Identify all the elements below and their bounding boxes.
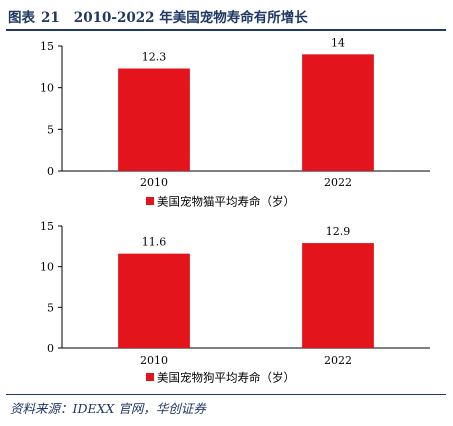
- legend-swatch: [146, 197, 154, 205]
- figure-label: 图表: [8, 10, 35, 26]
- bar: [302, 243, 374, 348]
- bar: [118, 68, 190, 171]
- y-tick-label: 5: [47, 301, 54, 314]
- x-tick-label: 2010: [140, 176, 168, 189]
- legend-swatch: [146, 373, 154, 381]
- x-tick-label: 2010: [140, 354, 168, 367]
- legend-label: 美国宠物狗平均寿命（岁）: [157, 371, 295, 385]
- y-tick-label: 5: [47, 123, 54, 136]
- bar: [302, 54, 374, 171]
- y-tick-label: 10: [40, 261, 54, 274]
- cat-lifespan-chart: 0 5 10 15 12.3 2010 14 2022 美国宠物猫平均寿命（岁）: [40, 36, 430, 209]
- source-rule: [6, 394, 446, 395]
- y-tick-label: 0: [47, 342, 54, 355]
- bar: [118, 253, 190, 348]
- legend-label: 美国宠物猫平均寿命（岁）: [157, 195, 295, 209]
- x-tick-label: 2022: [324, 176, 352, 189]
- y-tick-label: 15: [40, 40, 54, 53]
- source-note: 资料来源：IDEXX 官网，华创证券: [10, 401, 206, 416]
- data-label: 14: [331, 36, 345, 49]
- figure-title-text: 2010-2022 年美国宠物寿命有所增长: [73, 10, 308, 26]
- y-tick-label: 15: [40, 220, 54, 233]
- data-label: 12.3: [142, 51, 167, 64]
- title-rule: [6, 29, 446, 31]
- figure-title: 图表 21 2010-2022 年美国宠物寿命有所增长: [8, 6, 448, 26]
- figure-number: 21: [41, 10, 60, 26]
- dog-lifespan-chart: 0 5 10 15 11.6 2010 12.9 2022 美国宠物狗平均寿命（岁）: [40, 220, 430, 385]
- data-label: 11.6: [142, 236, 167, 249]
- y-tick-label: 10: [40, 82, 54, 95]
- x-tick-label: 2022: [324, 354, 352, 367]
- y-tick-label: 0: [47, 165, 54, 178]
- data-label: 12.9: [326, 225, 351, 238]
